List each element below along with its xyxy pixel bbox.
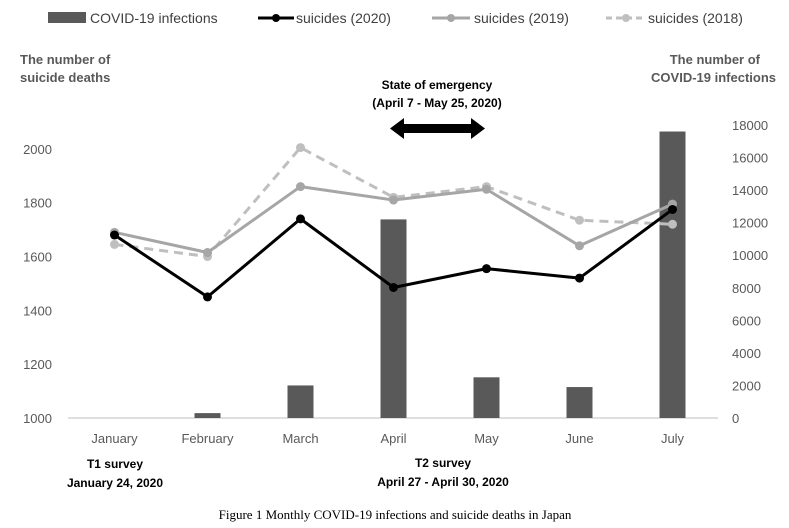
right-tick-label: 4000: [732, 346, 761, 361]
x-tick-label: February: [181, 431, 234, 446]
right-tick-label: 8000: [732, 281, 761, 296]
right-axis-ticks: 0 2000 4000 6000 8000 10000 12000 14000 16000 180…: [732, 118, 768, 426]
series-point: [389, 195, 398, 205]
t1-survey-line2: January 24, 2020: [67, 476, 163, 490]
legend-swatch-infections: [48, 12, 86, 23]
series-point: [668, 219, 677, 229]
bar: [194, 413, 221, 418]
t1-survey-line1: T1 survey: [87, 457, 143, 471]
series-point: [296, 182, 305, 192]
legend-marker-2019: [447, 14, 455, 22]
x-tick-label: March: [282, 431, 318, 446]
right-tick-label: 6000: [732, 313, 761, 328]
x-tick-label: January: [91, 431, 138, 446]
emergency-double-arrow: [390, 118, 485, 139]
legend-marker-2020: [272, 14, 280, 22]
left-tick-label: 1400: [23, 303, 52, 318]
right-tick-label: 12000: [732, 216, 768, 231]
right-axis-title-line2: COVID-19 infections: [651, 70, 776, 85]
left-axis-title-line1: The number of: [20, 52, 111, 67]
series-point: [110, 230, 119, 240]
right-tick-label: 10000: [732, 248, 768, 263]
left-tick-label: 1200: [23, 357, 52, 372]
series-point: [389, 282, 398, 292]
series-point: [482, 264, 491, 274]
x-tick-label: April: [380, 431, 406, 446]
legend-label-2019: suicides (2019): [474, 10, 569, 26]
plot-area: 1000 1200 1400 1600 1800 2000 0 2000 4000 6000 80…: [23, 118, 768, 446]
series-point: [203, 292, 212, 302]
series-point: [296, 143, 305, 153]
right-tick-label: 16000: [732, 151, 768, 166]
t2-survey-line1: T2 survey: [415, 456, 471, 470]
left-axis-ticks: 1000 1200 1400 1600 1800 2000: [23, 142, 52, 426]
legend-label-2020: suicides (2020): [296, 10, 391, 26]
right-tick-label: 2000: [732, 378, 761, 393]
bar: [380, 219, 407, 418]
left-axis-title-line2: suicide deaths: [20, 70, 110, 85]
series-point: [575, 241, 584, 251]
bar: [659, 131, 686, 418]
legend: COVID-19 infections suicides (2020) suic…: [48, 10, 743, 26]
emergency-label-line1: State of emergency: [382, 78, 493, 92]
series-point: [575, 215, 584, 225]
right-axis-title-line1: The number of: [670, 52, 761, 67]
series-point: [575, 273, 584, 283]
left-tick-label: 1800: [23, 196, 52, 211]
lines: [110, 143, 677, 302]
left-tick-label: 1600: [23, 250, 52, 265]
left-tick-label: 2000: [23, 142, 52, 157]
bar: [473, 377, 500, 418]
series-point: [203, 248, 212, 258]
legend-marker-2018: [622, 14, 630, 22]
emergency-label-line2: (April 7 - May 25, 2020): [372, 96, 501, 110]
x-tick-label: July: [661, 431, 685, 446]
bar: [287, 385, 314, 418]
t2-survey-line2: April 27 - April 30, 2020: [377, 475, 509, 489]
right-tick-label: 0: [732, 411, 739, 426]
legend-label-infections: COVID-19 infections: [90, 10, 218, 26]
series-point: [668, 204, 677, 214]
figure-caption: Figure 1 Monthly COVID-19 infections and…: [219, 507, 572, 522]
bar: [566, 387, 593, 418]
x-tick-label: June: [565, 431, 593, 446]
left-tick-label: 1000: [23, 411, 52, 426]
series-point: [482, 184, 491, 194]
x-tick-label: May: [474, 431, 499, 446]
bars: [194, 131, 686, 418]
right-tick-label: 18000: [732, 118, 768, 133]
series-point: [110, 239, 119, 249]
series-point: [296, 214, 305, 224]
x-axis-ticks: January February March April May June July: [91, 431, 684, 446]
legend-label-2018: suicides (2018): [648, 10, 743, 26]
right-tick-label: 14000: [732, 183, 768, 198]
